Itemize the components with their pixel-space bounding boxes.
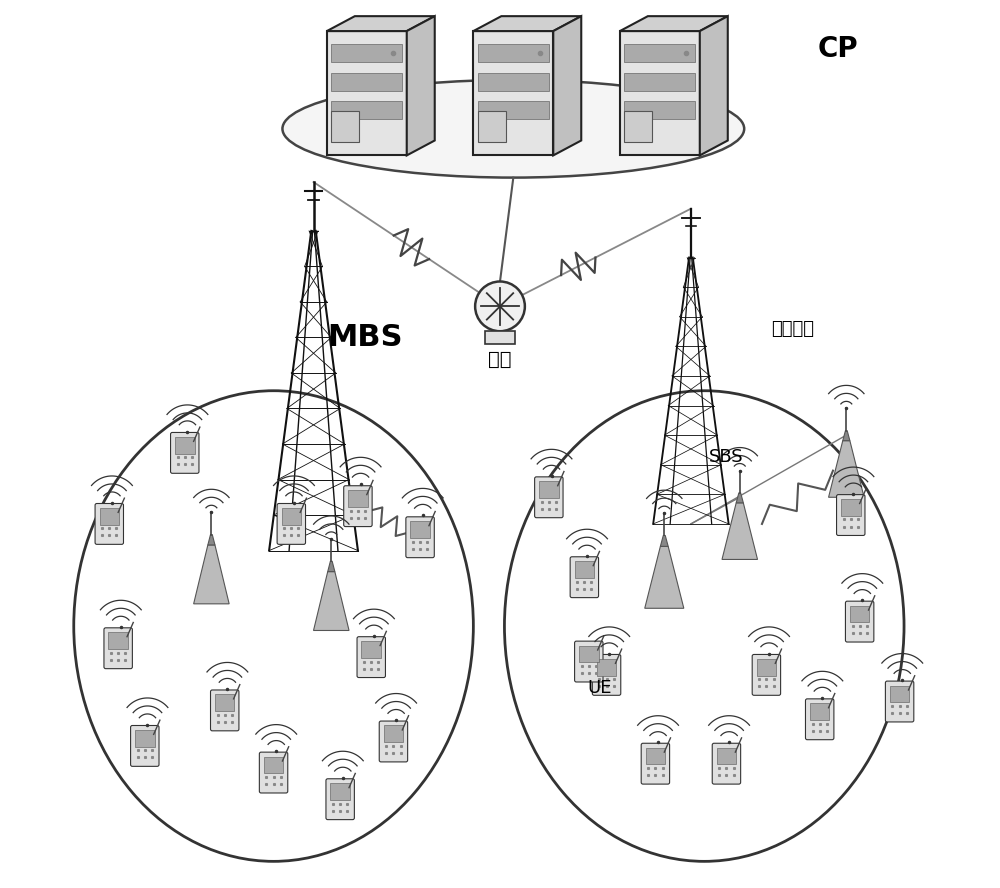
Polygon shape — [624, 111, 652, 142]
FancyBboxPatch shape — [641, 743, 670, 784]
FancyBboxPatch shape — [885, 681, 914, 722]
Polygon shape — [331, 73, 402, 91]
FancyBboxPatch shape — [131, 725, 159, 766]
Polygon shape — [624, 101, 695, 119]
Polygon shape — [331, 111, 359, 142]
Polygon shape — [331, 101, 402, 119]
FancyBboxPatch shape — [592, 654, 621, 695]
Polygon shape — [473, 16, 581, 31]
FancyBboxPatch shape — [841, 499, 861, 516]
FancyBboxPatch shape — [175, 437, 195, 454]
Polygon shape — [620, 16, 728, 31]
Polygon shape — [624, 73, 695, 91]
FancyBboxPatch shape — [135, 730, 155, 747]
FancyBboxPatch shape — [384, 725, 403, 742]
FancyBboxPatch shape — [410, 521, 430, 538]
FancyBboxPatch shape — [570, 557, 599, 598]
FancyBboxPatch shape — [837, 495, 865, 535]
FancyBboxPatch shape — [348, 490, 368, 507]
Polygon shape — [328, 561, 335, 572]
FancyBboxPatch shape — [361, 641, 381, 658]
FancyBboxPatch shape — [95, 503, 123, 544]
FancyBboxPatch shape — [406, 517, 434, 558]
Text: 通信链路: 通信链路 — [771, 320, 814, 337]
FancyBboxPatch shape — [575, 641, 603, 682]
FancyBboxPatch shape — [330, 783, 350, 800]
Text: MBS: MBS — [327, 323, 402, 352]
Polygon shape — [478, 73, 549, 91]
FancyBboxPatch shape — [100, 508, 119, 525]
Text: SBS: SBS — [709, 448, 743, 466]
FancyBboxPatch shape — [646, 748, 665, 765]
FancyBboxPatch shape — [717, 748, 736, 765]
FancyBboxPatch shape — [575, 561, 594, 578]
Polygon shape — [331, 44, 402, 62]
Ellipse shape — [282, 80, 744, 178]
FancyBboxPatch shape — [357, 637, 385, 678]
FancyBboxPatch shape — [104, 628, 132, 669]
FancyBboxPatch shape — [752, 654, 781, 695]
FancyBboxPatch shape — [108, 632, 128, 649]
FancyBboxPatch shape — [810, 703, 829, 720]
FancyBboxPatch shape — [805, 699, 834, 740]
FancyBboxPatch shape — [757, 659, 776, 676]
Polygon shape — [478, 44, 549, 62]
FancyBboxPatch shape — [712, 743, 741, 784]
Polygon shape — [208, 535, 215, 545]
Polygon shape — [624, 44, 695, 62]
FancyBboxPatch shape — [211, 690, 239, 731]
Polygon shape — [620, 31, 700, 155]
Polygon shape — [473, 31, 553, 155]
FancyBboxPatch shape — [282, 508, 301, 525]
FancyBboxPatch shape — [344, 486, 372, 527]
Polygon shape — [700, 16, 728, 155]
FancyBboxPatch shape — [579, 646, 599, 662]
Polygon shape — [736, 493, 743, 503]
Polygon shape — [645, 546, 684, 608]
Polygon shape — [660, 535, 668, 546]
Text: UE: UE — [587, 679, 612, 697]
Polygon shape — [843, 431, 850, 440]
FancyBboxPatch shape — [264, 757, 283, 773]
Circle shape — [475, 281, 525, 331]
FancyBboxPatch shape — [277, 503, 306, 544]
FancyBboxPatch shape — [535, 477, 563, 518]
Polygon shape — [407, 16, 435, 155]
FancyBboxPatch shape — [171, 432, 199, 473]
Polygon shape — [829, 440, 864, 497]
FancyBboxPatch shape — [850, 606, 869, 622]
FancyBboxPatch shape — [539, 481, 559, 498]
FancyBboxPatch shape — [890, 686, 909, 702]
FancyBboxPatch shape — [597, 659, 616, 676]
FancyBboxPatch shape — [485, 331, 515, 344]
Polygon shape — [194, 545, 229, 604]
Polygon shape — [553, 16, 581, 155]
Polygon shape — [314, 572, 349, 630]
FancyBboxPatch shape — [326, 779, 354, 820]
Text: 网关: 网关 — [488, 350, 512, 369]
Polygon shape — [327, 16, 435, 31]
Text: CP: CP — [817, 35, 858, 63]
Polygon shape — [722, 503, 758, 559]
FancyBboxPatch shape — [845, 601, 874, 642]
Polygon shape — [478, 101, 549, 119]
Polygon shape — [478, 111, 506, 142]
FancyBboxPatch shape — [379, 721, 408, 762]
Polygon shape — [327, 31, 407, 155]
FancyBboxPatch shape — [215, 694, 234, 711]
FancyBboxPatch shape — [259, 752, 288, 793]
